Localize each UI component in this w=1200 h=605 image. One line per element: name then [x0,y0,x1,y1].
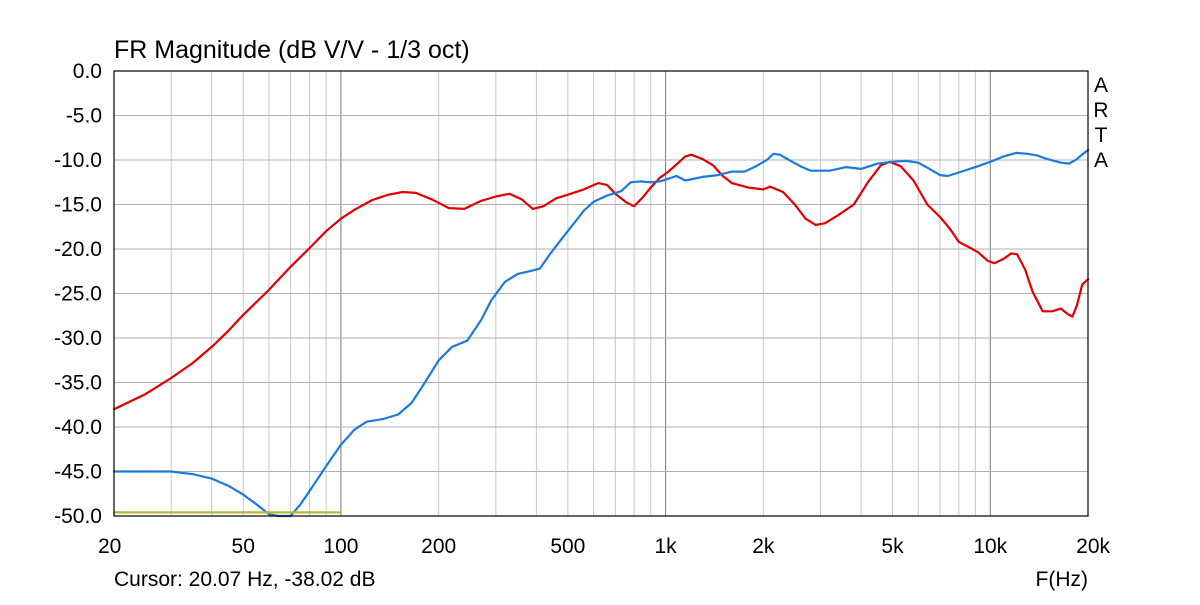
chart-title: FR Magnitude (dB V/V - 1/3 oct) [114,36,470,64]
y-tick-label: -10.0 [54,149,102,172]
x-tick-label: 50 [232,535,255,558]
y-tick-labels: 0.0 -5.0 -10.0 -15.0 -20.0 -25.0 -30.0 -35.0 -40… [54,60,102,528]
x-tick-labels: 20 50 100 200 500 1k 2k 5k 10k 20k [98,535,1110,558]
brand-letter: T [1095,124,1108,147]
series-line-2 [112,149,1090,518]
x-tick-label: 100 [323,535,358,558]
plot-frame [113,70,1089,517]
y-tick-label: -30.0 [54,327,102,350]
brand-letter: R [1093,99,1108,122]
x-tick-label: 20k [1076,535,1110,558]
series-line-1 [112,153,1090,411]
x-tick-label: 1k [655,535,678,558]
y-tick-label: -40.0 [54,416,102,439]
series-layer [112,149,1090,518]
x-tick-label: 500 [550,535,585,558]
grid-lines [114,71,1088,516]
y-tick-label: -50.0 [54,505,102,528]
x-tick-label: 200 [421,535,456,558]
y-tick-label: -20.0 [54,238,102,261]
brand-letter: A [1094,74,1108,97]
y-tick-label: -5.0 [66,105,102,128]
cursor-readout: Cursor: 20.07 Hz, -38.02 dB [114,568,375,591]
y-tick-label: 0.0 [73,60,102,83]
y-tick-label: -15.0 [54,194,102,217]
y-tick-label: -45.0 [54,461,102,484]
x-tick-label: 2k [752,535,775,558]
y-tick-label: -25.0 [54,283,102,306]
x-tick-label: 10k [973,535,1007,558]
x-tick-label: 5k [881,535,904,558]
x-axis-label: F(Hz) [1036,568,1088,591]
brand-letter: A [1094,149,1108,172]
x-tick-label: 20 [98,535,121,558]
y-tick-label: -35.0 [54,372,102,395]
